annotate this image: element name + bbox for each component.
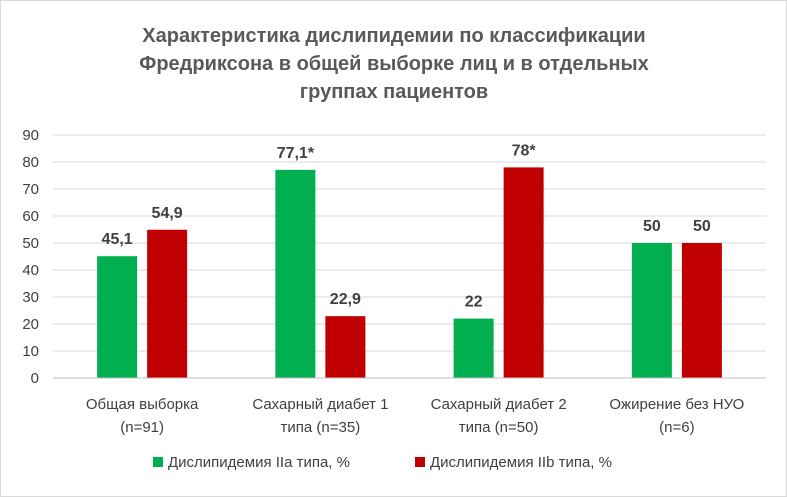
data-label: 77,1* [277, 145, 315, 162]
category-label: типа (n=35) [281, 419, 361, 436]
y-tick-label: 10 [22, 343, 39, 360]
y-tick-label: 20 [22, 316, 39, 333]
legend-swatch [153, 457, 163, 467]
bar [325, 316, 366, 378]
data-label: 54,9 [152, 205, 183, 222]
bar [503, 167, 544, 378]
y-tick-label: 60 [22, 208, 39, 225]
data-label: 45,1 [102, 231, 133, 248]
legend-swatch [415, 457, 425, 467]
data-label: 78* [512, 142, 537, 159]
bar [97, 256, 138, 378]
category-label: Сахарный диабет 1 [252, 396, 388, 413]
data-label: 22 [465, 294, 483, 311]
category-label: типа (n=50) [459, 419, 539, 436]
chart-title-line: группах пациентов [300, 81, 488, 103]
category-label: Сахарный диабет 2 [431, 396, 567, 413]
data-label: 50 [693, 218, 711, 235]
y-tick-label: 0 [31, 370, 39, 387]
data-label: 22,9 [330, 291, 361, 308]
chart-title-line: Характеристика дислипидемии по классифик… [142, 25, 645, 47]
category-label: (n=6) [659, 419, 694, 436]
category-label: Общая выборка [86, 396, 199, 413]
y-tick-label: 80 [22, 154, 39, 171]
bar [681, 243, 722, 378]
y-tick-label: 50 [22, 235, 39, 252]
category-label: Ожирение без НУО [609, 396, 744, 413]
y-tick-label: 30 [22, 289, 39, 306]
bar [147, 229, 188, 378]
bar [275, 169, 316, 378]
legend-label: Дислипидемия IIb типа, % [430, 454, 612, 471]
data-label: 50 [643, 218, 661, 235]
category-label: (n=91) [120, 419, 164, 436]
legend-label: Дислипидемия IIa типа, % [168, 454, 350, 471]
y-tick-label: 90 [22, 127, 39, 144]
y-tick-label: 40 [22, 262, 39, 279]
y-tick-label: 70 [22, 181, 39, 198]
chart-title-line: Фредриксона в общей выборке лиц и в отде… [139, 53, 649, 75]
bar [631, 243, 672, 378]
bar [453, 318, 494, 378]
